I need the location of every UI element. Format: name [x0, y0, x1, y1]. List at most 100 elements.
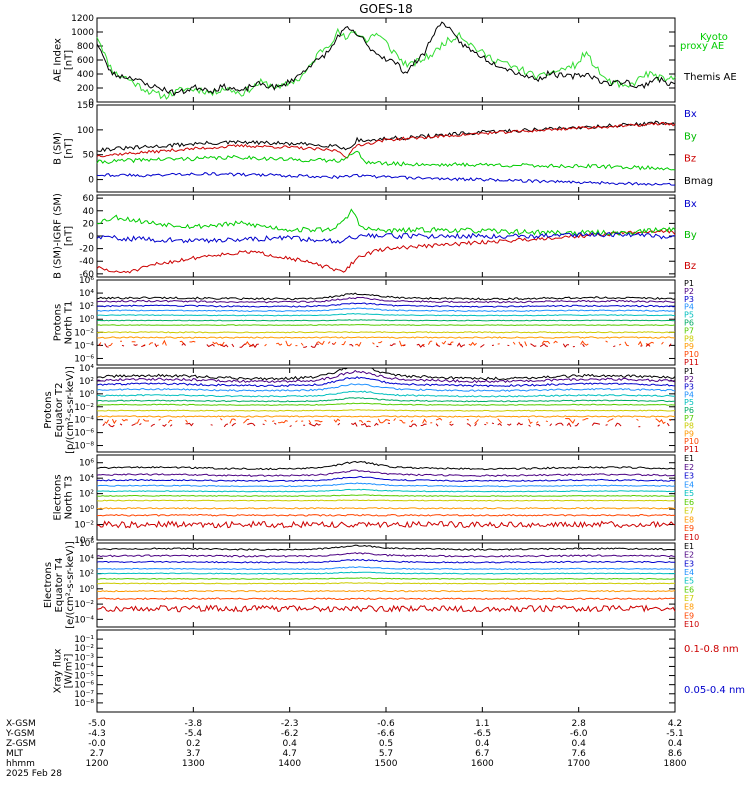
series-p4-line — [96, 307, 676, 313]
legend-p2: P2 — [684, 375, 694, 384]
y-tick-label: 10⁻² — [74, 328, 94, 338]
legend-p1: P1 — [684, 279, 694, 288]
row-value: 2.8 — [572, 719, 587, 729]
legend-p3: P3 — [684, 383, 694, 392]
row-value: -4.3 — [88, 729, 106, 739]
y-axis-label: Equator T2 — [54, 383, 65, 438]
y-axis-label: Equator T4 — [54, 558, 65, 613]
y-tick-label: 50 — [83, 151, 95, 161]
series-p9-line — [96, 336, 676, 339]
series-p2-line — [96, 369, 676, 384]
legend-0-1-0-8-nm: 0.1-0.8 nm — [684, 644, 739, 655]
y-axis-label: [W/m²] — [64, 653, 75, 688]
y-tick-label: 10⁻² — [74, 521, 94, 531]
chart-title: GOES-18 — [359, 2, 413, 16]
date-label: 2025 Feb 28 — [6, 769, 62, 779]
y-axis-label: [nT] — [64, 226, 75, 246]
row-value: -3.8 — [185, 719, 203, 729]
legend-p8: P8 — [684, 334, 694, 343]
legend-bx: Bx — [684, 109, 697, 120]
y-tick-label: 0 — [88, 232, 94, 242]
series-e2-line — [96, 552, 676, 558]
y-tick-label: -60 — [79, 270, 94, 280]
legend-e10: E10 — [684, 533, 699, 542]
legend-p3: P3 — [684, 295, 694, 304]
row-value: 0.4 — [572, 739, 587, 749]
legend-p9: P9 — [684, 429, 694, 438]
series-e7-line — [96, 499, 676, 502]
y-tick-label: 10⁻⁶ — [74, 681, 94, 691]
series-bz-line — [96, 228, 676, 274]
legend-p5: P5 — [684, 311, 694, 320]
legend-e10: E10 — [684, 620, 699, 629]
y-tick-label: -20 — [79, 245, 94, 255]
y-tick-label: 10⁻⁴ — [74, 416, 94, 426]
series-e1-line — [96, 460, 676, 471]
y-axis-label: [e/(cm²-s-sr-keV)] — [65, 541, 76, 629]
row-value: -6.0 — [570, 729, 588, 739]
y-tick-label: 1200 — [71, 14, 94, 24]
panel-bsm: 0 50 100 150 B (SM) [nT] Bx By Bz Bmag — [53, 101, 713, 193]
series-bz-line — [96, 121, 676, 159]
series-themis-ae-line — [96, 21, 676, 97]
y-axis-label: North T1 — [64, 301, 75, 345]
panel-ae: 0 200 400 600 800 1000 1200 AE Index [nT] Kyotopr… — [53, 14, 737, 108]
series-e3-line — [96, 475, 676, 482]
legend-e9: E9 — [684, 524, 694, 533]
row-label-y-gsm: Y-GSM — [5, 729, 34, 739]
legend-e3: E3 — [684, 472, 694, 481]
y-tick-label: 10⁰ — [79, 585, 94, 595]
y-tick-label: 10⁻³ — [74, 653, 94, 663]
row-value: 0.2 — [186, 739, 200, 749]
y-tick-label: 10⁻⁷ — [74, 690, 94, 700]
y-tick-label: 150 — [77, 101, 94, 111]
series-e5-line — [96, 571, 676, 575]
y-tick-label: 40 — [83, 207, 95, 217]
y-tick-label: 10² — [79, 490, 94, 500]
y-tick-label: 10⁻⁴ — [74, 662, 94, 672]
y-tick-label: 10⁻² — [74, 403, 94, 413]
series-e4-line — [96, 482, 676, 488]
series-p6-line — [96, 319, 676, 322]
y-tick-label: 600 — [77, 56, 94, 66]
row-value: 4.2 — [668, 719, 682, 729]
series-p8-line — [96, 409, 676, 412]
legend-e4: E4 — [684, 480, 694, 489]
y-tick-label: 10⁶ — [79, 539, 94, 549]
y-tick-label: 400 — [77, 70, 94, 80]
row-value: -5.0 — [88, 719, 106, 729]
legend-by: By — [684, 230, 697, 241]
y-tick-label: 10² — [79, 377, 94, 387]
row-value: -5.4 — [185, 729, 203, 739]
legend-bmag: Bmag — [684, 176, 713, 187]
row-value: 1200 — [86, 759, 109, 769]
legend-p1: P1 — [684, 367, 694, 376]
y-tick-label: 10⁻⁶ — [74, 429, 94, 439]
series-e10-line — [96, 604, 676, 613]
series-e9-line — [97, 597, 676, 601]
row-value: 3.7 — [186, 749, 200, 759]
y-axis-label: [nT] — [64, 138, 75, 158]
series-p7-line — [96, 402, 676, 406]
row-value: 1600 — [471, 759, 494, 769]
y-tick-label: 10² — [79, 570, 94, 580]
series-e3-line — [96, 558, 675, 564]
series-bx-line — [96, 231, 676, 244]
y-tick-label: 10⁴ — [79, 554, 94, 564]
series-by-line — [96, 208, 676, 237]
row-value: -0.0 — [88, 739, 106, 749]
panel-frame — [96, 629, 676, 713]
y-tick-label: 60 — [83, 194, 95, 204]
y-axis-label: Protons — [53, 304, 64, 341]
row-value: 1300 — [182, 759, 205, 769]
row-value: -6.6 — [377, 729, 395, 739]
series-p3-line — [96, 302, 676, 308]
series-e1-line — [96, 544, 676, 551]
series-p11-line — [98, 342, 672, 349]
y-tick-label: 800 — [77, 42, 94, 52]
series-p9-line — [96, 415, 676, 418]
y-tick-label: 10⁻⁸ — [74, 699, 94, 709]
y-axis-label: Electrons — [43, 562, 54, 608]
series-e6-line — [96, 577, 676, 580]
